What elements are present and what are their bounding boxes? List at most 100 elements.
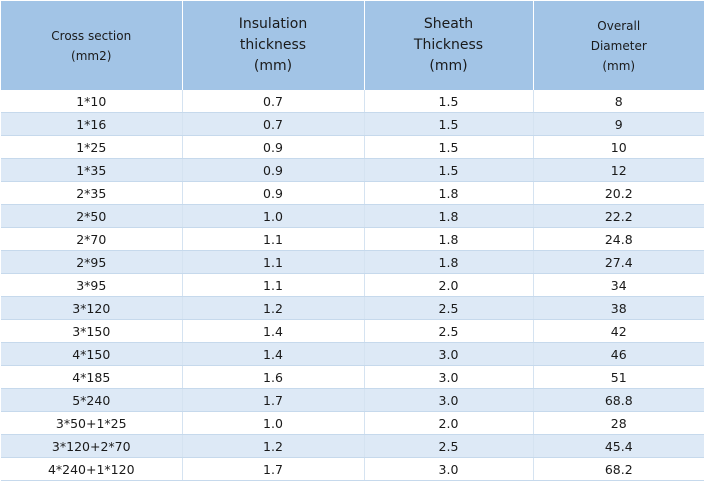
cell-cross-section: 2*35 — [1, 181, 183, 205]
cell-diameter: 12 — [533, 158, 704, 182]
table-row: 1*16 0.7 1.5 9 — [1, 112, 704, 136]
cell-cross-section: 4*185 — [1, 365, 183, 389]
cell-cross-section: 2*70 — [1, 227, 183, 251]
cell-sheath: 3.0 — [364, 365, 534, 389]
table-row: 2*35 0.9 1.8 20.2 — [1, 181, 704, 205]
cell-cross-section: 5*240 — [1, 388, 183, 412]
cell-diameter: 22.2 — [533, 204, 704, 228]
cell-sheath: 3.0 — [364, 457, 534, 481]
cell-insulation: 1.7 — [182, 457, 365, 481]
header-diameter-line-2: Diameter — [590, 38, 647, 53]
cell-diameter: 68.2 — [533, 457, 704, 481]
cell-insulation: 1.1 — [182, 227, 365, 251]
cell-diameter: 20.2 — [533, 181, 704, 205]
cell-insulation: 1.0 — [182, 204, 365, 228]
header-cross-section: Cross section (mm2) — [1, 1, 183, 90]
cell-insulation: 0.7 — [182, 90, 365, 113]
cell-insulation: 0.9 — [182, 135, 365, 159]
cell-insulation: 1.4 — [182, 342, 365, 366]
table-row: 2*50 1.0 1.8 22.2 — [1, 204, 704, 228]
cell-cross-section: 1*10 — [1, 90, 183, 113]
cell-sheath: 2.5 — [364, 434, 534, 458]
table-row: 2*95 1.1 1.8 27.4 — [1, 250, 704, 274]
cell-diameter: 34 — [533, 273, 704, 297]
cell-sheath: 1.5 — [364, 135, 534, 159]
cell-insulation: 1.7 — [182, 388, 365, 412]
table-row: 1*35 0.9 1.5 12 — [1, 158, 704, 182]
cell-diameter: 27.4 — [533, 250, 704, 274]
cell-sheath: 3.0 — [364, 342, 534, 366]
cell-sheath: 2.0 — [364, 411, 534, 435]
header-sheath-thickness: Sheath Thickness (mm) — [364, 1, 534, 90]
cell-diameter: 10 — [533, 135, 704, 159]
cell-sheath: 1.5 — [364, 90, 534, 113]
header-sheath-line-3: (mm) — [429, 58, 468, 74]
cell-cross-section: 3*95 — [1, 273, 183, 297]
cell-insulation: 1.4 — [182, 319, 365, 343]
table-row: 2*70 1.1 1.8 24.8 — [1, 227, 704, 251]
header-cross-section-line-2: (mm2) — [71, 48, 112, 63]
cell-cross-section: 4*150 — [1, 342, 183, 366]
header-overall-diameter: Overall Diameter (mm) — [533, 1, 704, 90]
header-insulation-line-3: (mm) — [253, 58, 293, 74]
cell-cross-section: 1*25 — [1, 135, 183, 159]
cell-insulation: 0.9 — [182, 158, 365, 182]
cell-diameter: 45.4 — [533, 434, 704, 458]
cell-sheath: 2.5 — [364, 319, 534, 343]
table-row: 1*10 0.7 1.5 8 — [1, 90, 704, 113]
header-diameter-line-1: Overall — [597, 18, 641, 33]
cell-sheath: 1.8 — [364, 227, 534, 251]
table-row: 3*50+1*25 1.0 2.0 28 — [1, 411, 704, 435]
cell-diameter: 9 — [533, 112, 704, 136]
cell-insulation: 0.7 — [182, 112, 365, 136]
cell-cross-section: 1*35 — [1, 158, 183, 182]
cell-insulation: 0.9 — [182, 181, 365, 205]
header-sheath-line-2: Thickness — [413, 37, 484, 53]
cell-diameter: 8 — [533, 90, 704, 113]
cell-diameter: 46 — [533, 342, 704, 366]
header-insulation-line-2: thickness — [239, 37, 307, 53]
header-insulation-thickness: Insulation thickness (mm) — [182, 1, 365, 90]
cell-diameter: 51 — [533, 365, 704, 389]
cell-insulation: 1.1 — [182, 273, 365, 297]
table-row: 4*150 1.4 3.0 46 — [1, 342, 704, 366]
cell-sheath: 1.8 — [364, 181, 534, 205]
cell-insulation: 1.1 — [182, 250, 365, 274]
header-row: Cross section (mm2) Insulation thickness… — [1, 1, 704, 90]
cell-cross-section: 3*50+1*25 — [1, 411, 183, 435]
cell-cross-section: 1*16 — [1, 112, 183, 136]
table-row: 4*185 1.6 3.0 51 — [1, 365, 704, 389]
table-row: 3*150 1.4 2.5 42 — [1, 319, 704, 343]
cell-diameter: 68.8 — [533, 388, 704, 412]
cell-sheath: 1.8 — [364, 204, 534, 228]
cell-diameter: 24.8 — [533, 227, 704, 251]
table-row: 4*240+1*120 1.7 3.0 68.2 — [1, 457, 704, 481]
table-row: 3*95 1.1 2.0 34 — [1, 273, 704, 297]
cell-cross-section: 3*120 — [1, 296, 183, 320]
table-header: Cross section (mm2) Insulation thickness… — [1, 1, 704, 90]
table-row: 5*240 1.7 3.0 68.8 — [1, 388, 704, 412]
header-sheath-line-1: Sheath — [423, 16, 474, 32]
cell-diameter: 28 — [533, 411, 704, 435]
cell-insulation: 1.6 — [182, 365, 365, 389]
cell-sheath: 1.5 — [364, 112, 534, 136]
cell-diameter: 38 — [533, 296, 704, 320]
cell-diameter: 42 — [533, 319, 704, 343]
table-body: 1*10 0.7 1.5 8 1*16 0.7 1.5 9 1*25 0.9 1… — [1, 90, 704, 481]
header-insulation-line-1: Insulation — [238, 16, 308, 32]
cell-insulation: 1.2 — [182, 434, 365, 458]
cell-cross-section: 4*240+1*120 — [1, 457, 183, 481]
table-row: 1*25 0.9 1.5 10 — [1, 135, 704, 159]
header-diameter-line-3: (mm) — [602, 58, 636, 73]
cell-cross-section: 2*50 — [1, 204, 183, 228]
cell-cross-section: 3*150 — [1, 319, 183, 343]
cell-sheath: 3.0 — [364, 388, 534, 412]
cell-cross-section: 3*120+2*70 — [1, 434, 183, 458]
header-cross-section-line-1: Cross section — [51, 28, 132, 43]
cell-sheath: 2.5 — [364, 296, 534, 320]
cell-sheath: 1.8 — [364, 250, 534, 274]
table-row: 3*120 1.2 2.5 38 — [1, 296, 704, 320]
table-row: 3*120+2*70 1.2 2.5 45.4 — [1, 434, 704, 458]
cell-sheath: 1.5 — [364, 158, 534, 182]
